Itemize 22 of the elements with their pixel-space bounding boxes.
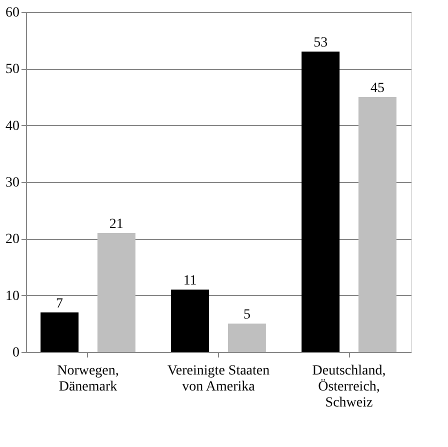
y-tick-label: 40 — [6, 118, 20, 134]
x-tick-label: Norwegen, Dänemark — [57, 364, 119, 394]
data-label: 5 — [243, 308, 250, 323]
x-tick-label: Deutschland, Österreich, Schweiz — [312, 364, 386, 410]
data-label: 45 — [370, 81, 384, 96]
bar — [97, 233, 136, 352]
data-label: 53 — [314, 36, 328, 51]
y-tick-label: 60 — [6, 6, 20, 20]
y-tick-label: 30 — [6, 176, 20, 190]
bar — [40, 312, 79, 352]
bar — [171, 290, 210, 352]
bar — [228, 324, 266, 352]
bar — [302, 52, 340, 352]
y-tick-label: 20 — [6, 232, 20, 248]
y-tick-label: 50 — [6, 62, 20, 78]
data-label: 21 — [109, 217, 124, 232]
y-tick-label: 0 — [12, 346, 20, 360]
data-label: 7 — [56, 296, 64, 312]
data-label: 11 — [183, 274, 197, 289]
bar — [358, 97, 396, 352]
x-tick-label: Vereinigte Staaten von Amerika — [167, 364, 270, 394]
y-tick-label: 10 — [6, 288, 20, 304]
